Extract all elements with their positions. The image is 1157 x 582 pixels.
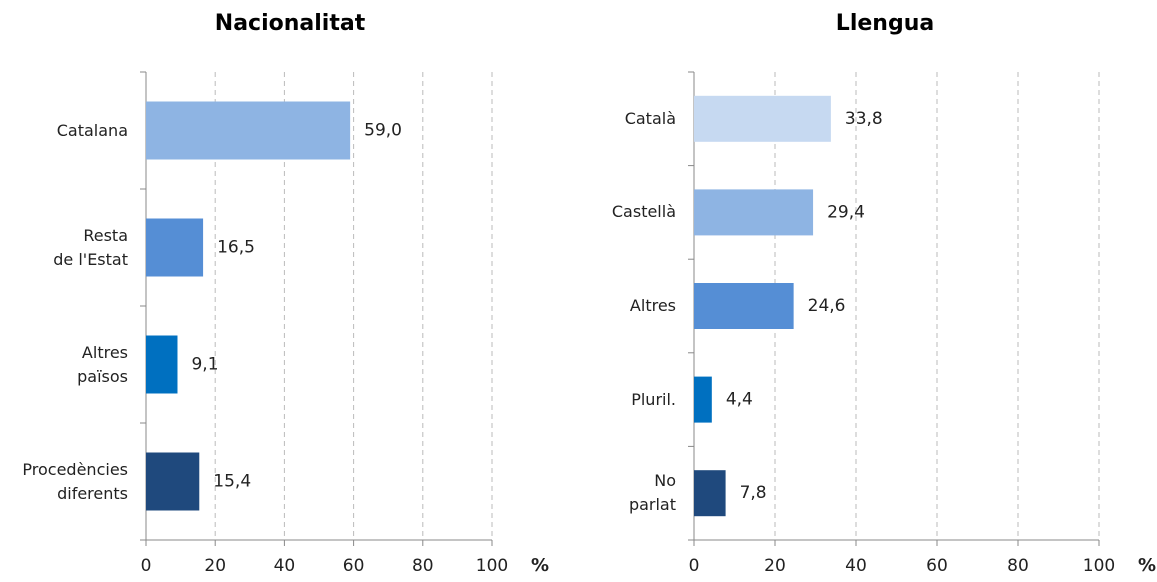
value-label: 7,8 <box>740 483 767 503</box>
bar <box>694 189 814 236</box>
x-tick-label: 40 <box>274 556 296 576</box>
value-label: 24,6 <box>808 296 846 316</box>
category-label: Procedències diferents <box>22 459 128 503</box>
category-label: Resta de l'Estat <box>53 225 128 269</box>
bar <box>694 470 726 517</box>
value-label: 29,4 <box>827 202 865 222</box>
category-label: Altres <box>629 296 676 315</box>
chart-title: Nacionalitat <box>215 11 366 36</box>
bar <box>146 101 351 160</box>
category-label: Català <box>624 108 676 128</box>
x-tick-label: 40 <box>845 556 867 576</box>
x-axis-label: % <box>531 555 549 576</box>
bar <box>146 335 178 394</box>
x-axis-label: % <box>1138 555 1156 576</box>
x-tick-label: 100 <box>476 556 508 576</box>
x-tick-label: 20 <box>764 556 786 576</box>
category-label: Catalana <box>56 120 128 140</box>
category-label: Pluril. <box>631 389 676 409</box>
category-label: Altres països <box>77 342 128 386</box>
x-tick-label: 100 <box>1083 556 1115 576</box>
value-label: 15,4 <box>213 472 251 492</box>
chart-title: Llengua <box>836 11 934 36</box>
value-label: 59,0 <box>364 121 402 141</box>
x-tick-label: 0 <box>141 556 152 576</box>
x-tick-label: 80 <box>1007 556 1029 576</box>
value-label: 4,4 <box>726 390 753 410</box>
value-label: 16,5 <box>217 238 255 258</box>
category-label: No parlat <box>628 471 676 515</box>
x-tick-label: 0 <box>689 556 700 576</box>
x-tick-label: 20 <box>204 556 226 576</box>
value-label: 9,1 <box>191 355 218 375</box>
x-tick-label: 60 <box>926 556 948 576</box>
x-tick-label: 80 <box>412 556 434 576</box>
bar <box>694 95 831 142</box>
bar <box>146 452 200 511</box>
bar <box>694 283 794 329</box>
value-label: 33,8 <box>845 109 883 129</box>
x-tick-label: 60 <box>343 556 365 576</box>
category-label: Castellà <box>611 202 676 222</box>
bar <box>146 218 204 277</box>
bar <box>694 376 712 423</box>
